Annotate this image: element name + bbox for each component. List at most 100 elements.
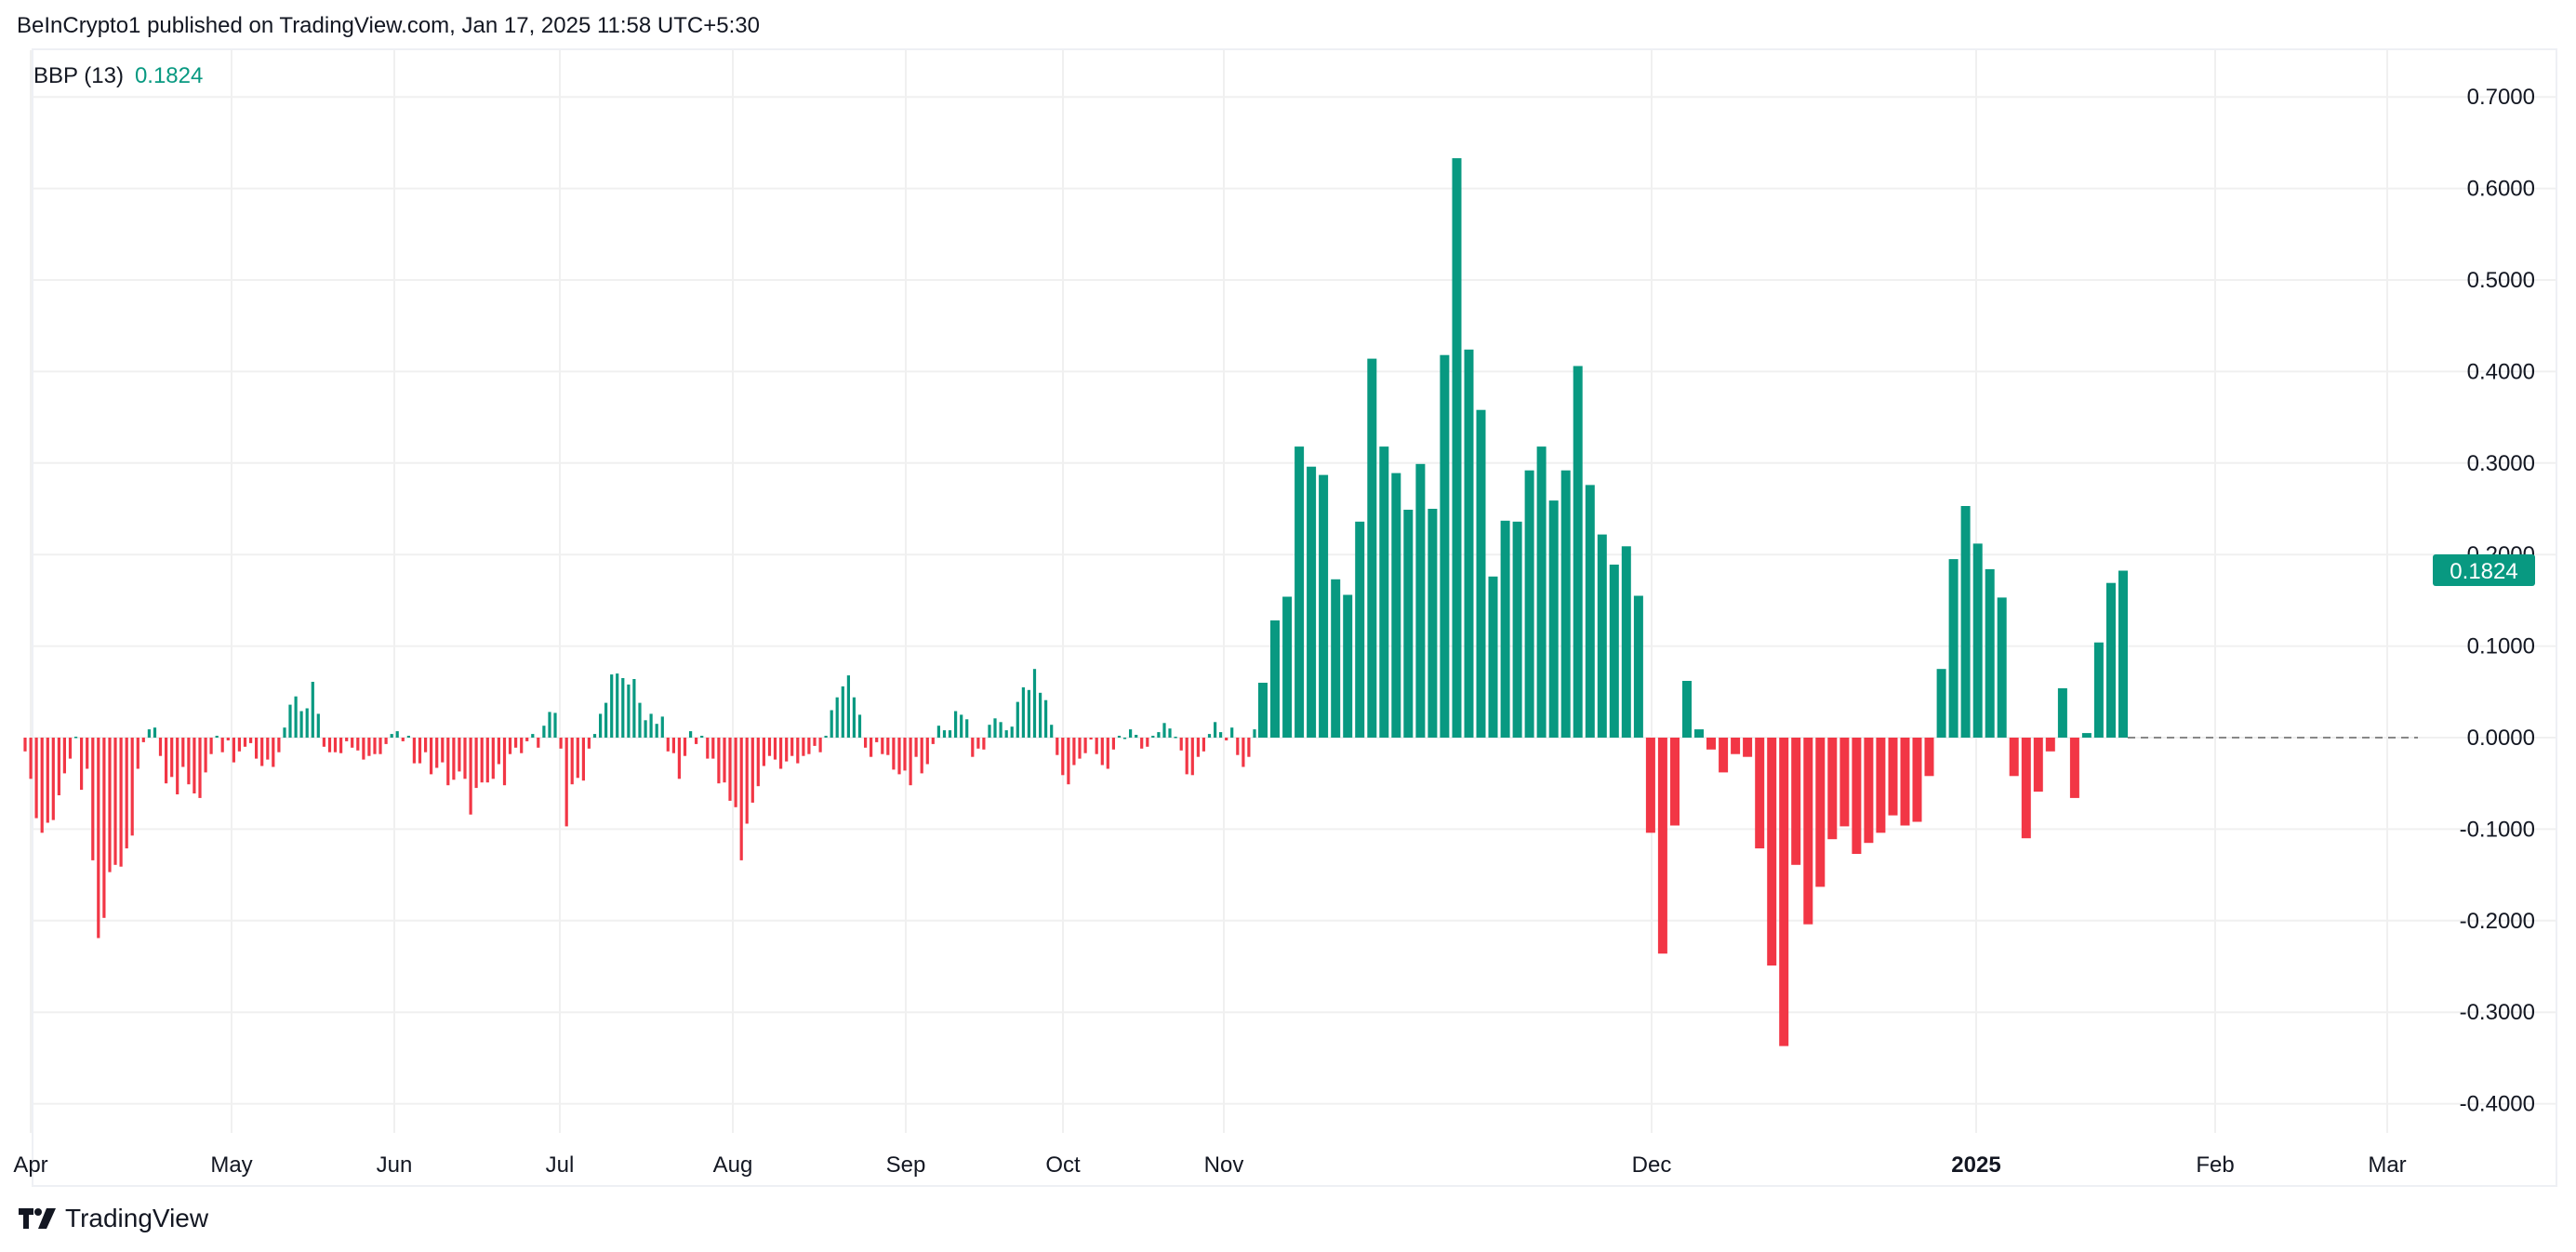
bar-positive — [627, 684, 631, 738]
indicator-legend[interactable]: BBP (13) 0.1824 — [33, 63, 203, 89]
bar-positive — [1027, 689, 1030, 738]
bar-negative — [68, 738, 73, 759]
bar-negative — [807, 738, 811, 754]
bar-positive — [632, 679, 636, 738]
chart-frame — [32, 48, 2557, 1187]
bar-negative — [864, 738, 868, 748]
bar-positive — [1512, 521, 1522, 738]
bar-positive — [954, 711, 958, 738]
bar-negative — [1876, 738, 1886, 833]
bar-positive — [1379, 446, 1389, 738]
bar-negative — [1657, 738, 1667, 954]
bar-negative — [351, 738, 354, 748]
bar-positive — [147, 729, 151, 738]
bar-negative — [57, 738, 60, 795]
bar-negative — [971, 738, 975, 757]
bar-positive — [1135, 735, 1138, 738]
y-tick-label: -0.4000 — [2460, 1092, 2535, 1117]
bar-negative — [130, 738, 134, 836]
bar-positive — [852, 697, 856, 738]
y-tick-label: -0.3000 — [2460, 1000, 2535, 1025]
bar-negative — [1779, 738, 1789, 1046]
bar-positive — [1016, 701, 1019, 738]
bar-negative — [2069, 738, 2079, 798]
bar-negative — [237, 738, 241, 752]
bar-negative — [892, 738, 896, 770]
bar-negative — [125, 738, 128, 849]
bar-negative — [362, 738, 365, 760]
bar-negative — [1767, 738, 1777, 966]
y-tick-label: 0.4000 — [2467, 359, 2535, 384]
bar-negative — [176, 738, 179, 794]
bar-negative — [1731, 738, 1741, 754]
bar-negative — [564, 738, 568, 827]
bar-negative — [587, 738, 591, 749]
bar-positive — [638, 702, 642, 738]
bar-positive — [305, 708, 309, 738]
bar-negative — [51, 738, 55, 820]
bar-negative — [1852, 738, 1862, 854]
bar-positive — [993, 718, 997, 738]
bar-positive — [660, 716, 664, 738]
bar-positive — [1162, 723, 1166, 738]
y-tick-label: 0.1000 — [2467, 634, 2535, 659]
bar-negative — [378, 738, 382, 754]
bar-negative — [1743, 738, 1753, 757]
x-tick-label: Mar — [2368, 1152, 2406, 1178]
bar-positive — [1464, 349, 1474, 738]
bar-negative — [255, 738, 259, 759]
bar-negative — [909, 738, 912, 786]
bar-negative — [1061, 738, 1065, 776]
bar-negative — [367, 738, 371, 756]
bar-positive — [215, 736, 219, 738]
bar-positive — [604, 702, 608, 738]
indicator-name: BBP (13) — [33, 63, 124, 88]
bar-positive — [948, 730, 952, 738]
bar-negative — [458, 738, 461, 772]
bar-negative — [23, 738, 27, 752]
bar-negative — [1719, 738, 1729, 773]
bar-positive — [1391, 473, 1401, 738]
y-tick-label: -0.1000 — [2460, 817, 2535, 842]
bar-negative — [418, 738, 422, 764]
bar-positive — [1500, 520, 1510, 738]
publisher-caption: BeInCrypto1 published on TradingView.com… — [17, 13, 760, 38]
bar-negative — [401, 738, 405, 741]
bar-negative — [903, 738, 907, 771]
bar-negative — [141, 738, 145, 742]
bar-positive — [1403, 510, 1414, 738]
bar-negative — [925, 738, 929, 765]
bar-positive — [2057, 687, 2067, 738]
bar-negative — [1056, 738, 1059, 755]
y-tick-label: -0.2000 — [2460, 909, 2535, 934]
bar-negative — [181, 738, 185, 767]
bar-negative — [249, 738, 253, 743]
bar-negative — [412, 738, 416, 764]
bar-negative — [446, 738, 450, 786]
bar-negative — [1815, 738, 1826, 887]
bar-negative — [717, 738, 721, 784]
bar-negative — [1140, 738, 1144, 749]
bar-negative — [29, 738, 33, 779]
bar-positive — [965, 719, 969, 738]
bar-positive — [1214, 722, 1217, 738]
bar-negative — [220, 738, 224, 753]
bar-negative — [113, 738, 117, 865]
bar-negative — [40, 738, 44, 833]
bar-negative — [356, 738, 360, 751]
bar-positive — [599, 713, 603, 738]
bar-positive — [1004, 730, 1008, 738]
bar-positive — [2118, 570, 2128, 738]
bar-positive — [1694, 729, 1704, 738]
bar-negative — [1839, 738, 1850, 827]
bar-negative — [1089, 738, 1093, 739]
bar-negative — [870, 738, 873, 757]
bar-positive — [1985, 568, 1995, 738]
bar-positive — [988, 725, 991, 738]
bar-negative — [525, 738, 529, 741]
bar-negative — [266, 738, 270, 760]
bar-negative — [683, 738, 687, 756]
bar-negative — [914, 738, 918, 757]
bar-negative — [170, 738, 174, 778]
